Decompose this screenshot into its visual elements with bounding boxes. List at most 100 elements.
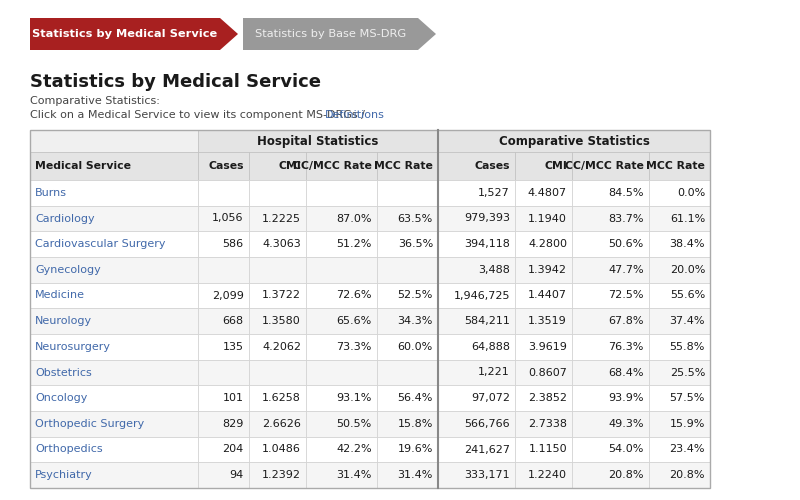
Text: 23.4%: 23.4% (670, 444, 705, 454)
Bar (515, 386, 572, 411)
Bar (649, 206, 710, 232)
Text: 1,056: 1,056 (212, 214, 244, 224)
Text: 52.5%: 52.5% (398, 290, 433, 300)
Text: 4.3063: 4.3063 (262, 239, 301, 249)
Text: Statistics by Medical Service: Statistics by Medical Service (32, 29, 218, 39)
Bar (572, 334, 649, 359)
Bar (30, 206, 198, 232)
Text: 20.8%: 20.8% (608, 470, 644, 480)
Bar (377, 232, 438, 257)
Bar (249, 257, 306, 282)
Bar (30, 462, 198, 488)
Bar (438, 282, 515, 308)
Text: 42.2%: 42.2% (336, 444, 372, 454)
Bar (649, 386, 710, 411)
Text: 1.1940: 1.1940 (528, 214, 567, 224)
Text: 15.9%: 15.9% (670, 419, 705, 429)
Text: 1.2225: 1.2225 (262, 214, 301, 224)
Bar (649, 436, 710, 462)
Text: CC/MCC Rate: CC/MCC Rate (565, 161, 644, 171)
Bar (198, 386, 249, 411)
Text: 2,099: 2,099 (212, 290, 244, 300)
Bar (249, 436, 306, 462)
Text: 3,488: 3,488 (478, 265, 510, 275)
Bar (30, 436, 198, 462)
Text: 20.0%: 20.0% (670, 265, 705, 275)
Text: 979,393: 979,393 (464, 214, 510, 224)
Bar (438, 386, 515, 411)
Bar (377, 257, 438, 282)
Text: 668: 668 (222, 316, 244, 326)
Bar (249, 152, 306, 180)
Text: Comparative Statistics:: Comparative Statistics: (30, 96, 160, 106)
Text: Medicine: Medicine (35, 290, 85, 300)
Bar (649, 411, 710, 436)
Text: 61.1%: 61.1% (670, 214, 705, 224)
Bar (198, 462, 249, 488)
Text: 93.1%: 93.1% (337, 393, 372, 403)
Bar (515, 360, 572, 386)
Text: 57.5%: 57.5% (670, 393, 705, 403)
Bar (515, 206, 572, 232)
Bar (30, 18, 220, 50)
Text: 1.3722: 1.3722 (262, 290, 301, 300)
Text: 135: 135 (222, 342, 244, 352)
Bar (249, 282, 306, 308)
Bar (649, 308, 710, 334)
Bar (306, 152, 377, 180)
Bar (572, 180, 649, 206)
Bar (306, 436, 377, 462)
Bar (30, 360, 198, 386)
Bar (438, 411, 515, 436)
Polygon shape (418, 18, 436, 50)
Text: 333,171: 333,171 (464, 470, 510, 480)
Text: 31.4%: 31.4% (337, 470, 372, 480)
Bar (438, 334, 515, 359)
Bar (572, 206, 649, 232)
Bar (198, 436, 249, 462)
Bar (572, 152, 649, 180)
Text: 83.7%: 83.7% (608, 214, 644, 224)
Bar (438, 257, 515, 282)
Text: 3.9619: 3.9619 (528, 342, 567, 352)
Bar (30, 308, 198, 334)
Bar (377, 386, 438, 411)
Bar (515, 436, 572, 462)
Text: 1,946,725: 1,946,725 (454, 290, 510, 300)
Bar (249, 360, 306, 386)
Text: Oncology: Oncology (35, 393, 87, 403)
Bar (249, 206, 306, 232)
Text: 50.6%: 50.6% (609, 239, 644, 249)
Text: Neurology: Neurology (35, 316, 92, 326)
Text: 72.5%: 72.5% (608, 290, 644, 300)
Text: Definitions: Definitions (325, 110, 385, 120)
Text: MCC Rate: MCC Rate (374, 161, 433, 171)
Bar (377, 436, 438, 462)
Bar (249, 308, 306, 334)
Text: Click on a Medical Service to view its component MS-DRGs /: Click on a Medical Service to view its c… (30, 110, 368, 120)
Bar (30, 386, 198, 411)
Bar (515, 282, 572, 308)
Bar (306, 334, 377, 359)
Text: 1.3519: 1.3519 (528, 316, 567, 326)
Bar (198, 282, 249, 308)
Bar (572, 232, 649, 257)
Bar (377, 360, 438, 386)
Text: Cases: Cases (208, 161, 244, 171)
Text: 55.8%: 55.8% (670, 342, 705, 352)
Text: 47.7%: 47.7% (608, 265, 644, 275)
Text: Gynecology: Gynecology (35, 265, 101, 275)
Text: 19.6%: 19.6% (398, 444, 433, 454)
Bar (438, 436, 515, 462)
Bar (198, 411, 249, 436)
Text: 67.8%: 67.8% (608, 316, 644, 326)
Bar (572, 386, 649, 411)
Bar (198, 232, 249, 257)
Bar (572, 282, 649, 308)
Text: 63.5%: 63.5% (398, 214, 433, 224)
Bar (249, 462, 306, 488)
Text: 60.0%: 60.0% (398, 342, 433, 352)
Text: 1,221: 1,221 (478, 368, 510, 378)
Bar (198, 180, 249, 206)
Text: Cases: Cases (474, 161, 510, 171)
